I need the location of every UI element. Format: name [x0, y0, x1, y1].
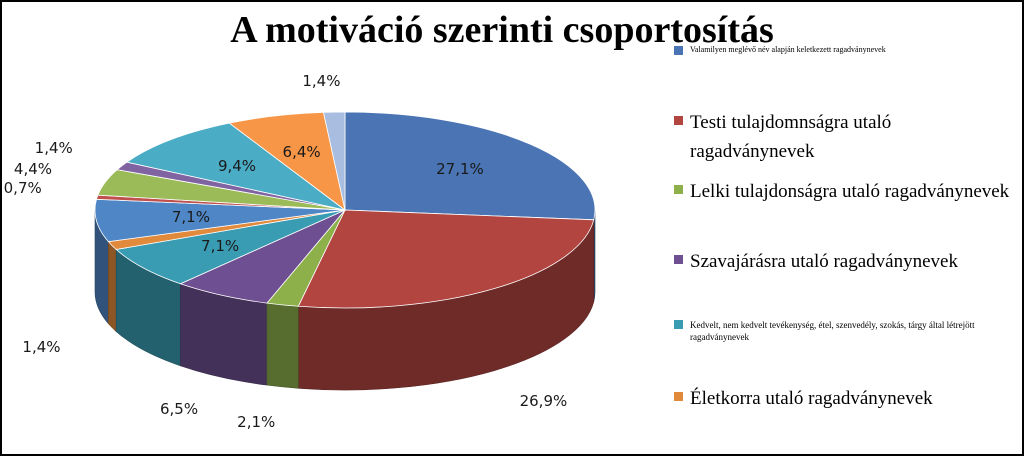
slice-label: 27,1% — [436, 160, 484, 179]
legend-label: Életkorra utaló ragadványnevek — [690, 388, 933, 409]
pie-slice-11 — [125, 122, 346, 211]
legend-swatch — [674, 46, 683, 55]
slice-label: 6,5% — [159, 400, 199, 419]
pie-slice-1 — [344, 111, 596, 221]
slice-label: 4,4% — [13, 159, 53, 178]
pie-slice-2 — [297, 209, 595, 309]
legend-swatch — [674, 392, 683, 401]
chart-title: A motiváció szerinti csoportosítás — [230, 9, 774, 51]
legend-label: Testi tulajdomnságra utaló ragadványneve… — [690, 112, 892, 162]
slice-label: 26,9% — [519, 391, 568, 410]
pie-slice-side-3 — [266, 302, 299, 389]
legend-label: Lelki tulajdonságra utaló ragadványnevek — [690, 181, 1010, 202]
pie-slice-7 — [94, 198, 346, 243]
legend-label: Valamilyen meglévő név alapján keletkeze… — [690, 45, 886, 54]
slice-label: 7,1% — [201, 236, 240, 255]
slice-label: 1,4% — [302, 71, 341, 90]
slice-label: 1,4% — [34, 139, 73, 158]
pie-slice-5 — [115, 209, 346, 285]
legend-swatch — [674, 320, 683, 329]
slice-label: 0,7% — [3, 178, 42, 197]
legend-swatch — [674, 116, 683, 125]
slice-label: 6,4% — [282, 142, 321, 161]
legend-swatch — [674, 255, 683, 264]
pie-slice-13 — [322, 111, 346, 211]
slice-label: 1,4% — [22, 337, 61, 356]
pie-slice-side-6 — [108, 240, 117, 333]
legend-label: Kedvelt, nem kedvelt tevékenység, étel, … — [690, 320, 975, 342]
slice-label: 9,4% — [217, 157, 257, 176]
legend-swatch — [674, 185, 683, 194]
legend-label: Szavajárásra utaló ragadványnevek — [690, 251, 958, 272]
slice-label: 2,1% — [237, 412, 276, 431]
slice-label: 7,1% — [171, 207, 210, 226]
